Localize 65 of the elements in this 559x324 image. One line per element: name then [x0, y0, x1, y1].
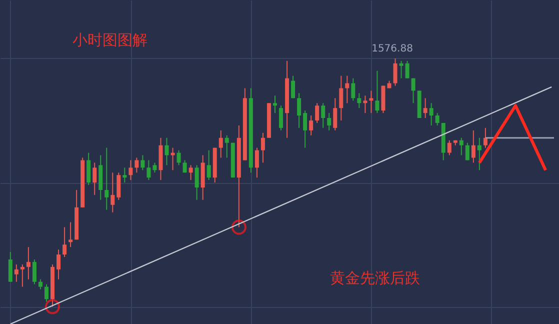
candlestick — [260, 132, 265, 164]
candlestick — [435, 112, 440, 126]
candlestick — [357, 92, 362, 109]
candlestick — [20, 264, 24, 288]
candlestick — [315, 102, 320, 124]
candlestick — [459, 137, 464, 156]
candlestick — [182, 160, 187, 174]
candlestick — [164, 137, 169, 166]
candlestick — [188, 164, 193, 181]
candlestick — [423, 98, 428, 118]
candlestick — [56, 249, 61, 280]
candlestick — [333, 98, 338, 131]
candlestick — [128, 160, 133, 181]
candlestick — [68, 222, 73, 248]
candlestick — [369, 90, 374, 114]
candlestick — [327, 112, 332, 131]
candlestick — [134, 157, 139, 174]
candlestick — [429, 102, 434, 126]
candlestick — [104, 147, 109, 210]
candlestick — [321, 102, 326, 128]
candlestick — [309, 115, 314, 136]
candlestick — [279, 105, 284, 131]
candlestick — [297, 92, 302, 128]
candlestick — [116, 172, 121, 200]
candlestick — [110, 172, 115, 213]
candlestick — [152, 162, 157, 174]
candlestick — [477, 137, 482, 171]
candlestick — [218, 130, 223, 158]
candlestick — [483, 127, 488, 148]
annotation: 1576.88 — [372, 43, 413, 54]
candlestick — [92, 162, 97, 196]
annotation: 黄金先涨后跌 — [330, 269, 420, 287]
candlestick — [345, 75, 350, 104]
candlestick — [272, 95, 277, 114]
candlestick — [62, 226, 67, 258]
candlestick — [44, 284, 48, 302]
candlestick — [471, 130, 476, 164]
candlestick — [86, 152, 91, 186]
candlestick — [194, 164, 199, 200]
text: 小时图图解 — [72, 31, 148, 49]
candlestick — [146, 160, 151, 181]
candlestick — [351, 78, 356, 102]
candlestick — [140, 154, 145, 171]
candlestick — [411, 78, 416, 104]
candlestick — [26, 246, 30, 280]
candlestick — [176, 150, 181, 166]
candlestick — [303, 110, 308, 148]
candlestick — [224, 134, 229, 158]
candlestick — [8, 252, 12, 282]
candlestick — [122, 167, 127, 184]
candlestick — [14, 264, 18, 282]
candlestick — [170, 147, 175, 171]
candlestick — [339, 75, 344, 121]
candlestick — [375, 70, 380, 114]
candlestick — [38, 278, 42, 290]
candlestick — [393, 58, 398, 86]
candlestick — [291, 75, 296, 99]
candlestick — [206, 150, 211, 181]
candlestick — [405, 60, 410, 79]
candlestick — [363, 95, 368, 114]
candlestick — [399, 60, 404, 79]
candlestick — [447, 140, 452, 156]
candlestick — [254, 147, 259, 178]
candlestick — [32, 258, 36, 285]
candlestick — [465, 142, 470, 161]
